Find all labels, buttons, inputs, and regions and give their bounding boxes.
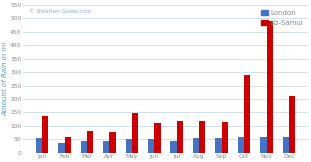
Bar — [177, 121, 183, 153]
Bar — [193, 138, 199, 153]
Bar — [283, 137, 289, 153]
Text: © Weather-Guide.com: © Weather-Guide.com — [29, 9, 91, 14]
Bar — [170, 141, 177, 153]
Bar — [64, 137, 71, 153]
Bar — [103, 141, 109, 153]
Bar — [222, 122, 228, 153]
Bar — [199, 121, 206, 153]
Bar — [126, 139, 132, 153]
Bar — [267, 21, 273, 153]
Legend: London, Ko-Samui: London, Ko-Samui — [259, 8, 305, 27]
Y-axis label: Amount of Rain in ml: Amount of Rain in ml — [3, 42, 9, 116]
Bar — [289, 96, 295, 153]
Bar — [58, 143, 64, 153]
Bar — [148, 139, 154, 153]
Bar — [36, 138, 42, 153]
Bar — [132, 113, 138, 153]
Bar — [154, 123, 160, 153]
Bar — [260, 137, 267, 153]
Bar — [238, 137, 244, 153]
Bar — [244, 75, 250, 153]
Bar — [215, 138, 222, 153]
Bar — [42, 116, 48, 153]
Bar — [109, 132, 116, 153]
Bar — [87, 131, 93, 153]
Bar — [81, 141, 87, 153]
